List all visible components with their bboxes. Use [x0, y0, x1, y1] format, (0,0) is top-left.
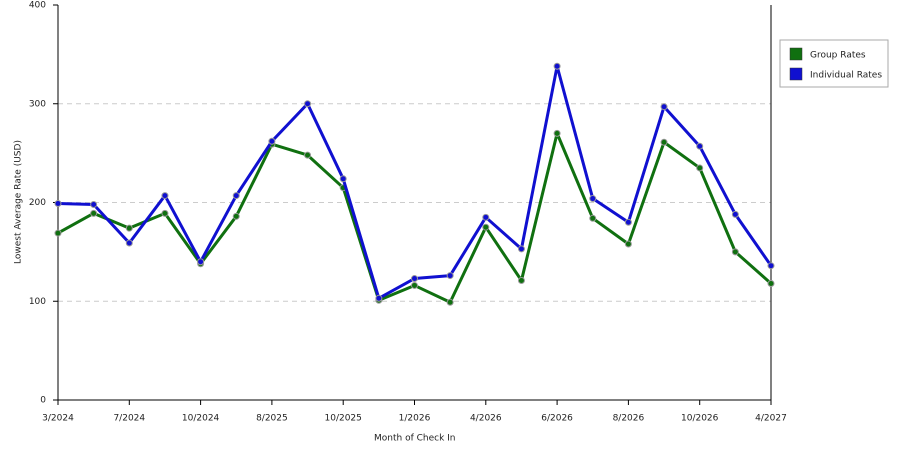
y-axis-label: Lowest Average Rate (USD) [14, 140, 24, 264]
x-tick-label: 7/2024 [113, 414, 145, 424]
point [125, 239, 133, 247]
point [482, 223, 490, 231]
legend-label: Individual Rates [810, 71, 882, 81]
point [339, 175, 347, 183]
y-tick-label: 300 [29, 99, 46, 109]
point [54, 229, 62, 237]
point [54, 199, 62, 207]
x-tick-label: 4/2027 [755, 414, 787, 424]
y-tick-label: 0 [40, 396, 46, 406]
x-tick-label: 6/2026 [541, 414, 573, 424]
point [161, 192, 169, 200]
point [517, 245, 525, 253]
point [304, 151, 312, 159]
x-tick-label: 3/2024 [42, 414, 74, 424]
legend-swatch [789, 47, 803, 61]
x-tick-label: 8/2025 [256, 414, 288, 424]
point [589, 195, 597, 203]
point [90, 209, 98, 217]
point [268, 137, 276, 145]
point [624, 240, 632, 248]
point [482, 213, 490, 221]
point [411, 281, 418, 289]
x-axis-label: Month of Check In [374, 434, 456, 444]
point [553, 62, 561, 70]
x-tick-label: 10/2024 [182, 414, 220, 424]
x-tick-label: 1/2026 [399, 414, 431, 424]
x-tick-label: 10/2026 [681, 414, 719, 424]
point [731, 210, 739, 218]
x-tick-label: 4/2026 [470, 414, 502, 424]
point [232, 212, 240, 220]
point [517, 277, 525, 285]
point [553, 129, 561, 137]
point [232, 192, 240, 200]
series-line [57, 64, 773, 300]
point [304, 100, 312, 108]
point [624, 218, 632, 226]
y-tick-label: 400 [29, 1, 46, 11]
point [767, 262, 775, 270]
point [731, 248, 739, 256]
y-tick-label: 100 [29, 297, 46, 307]
point [446, 298, 454, 306]
point [90, 200, 98, 208]
y-tick-label: 200 [29, 198, 46, 208]
point [161, 209, 169, 217]
x-tick-label: 8/2026 [613, 414, 645, 424]
point [660, 138, 668, 146]
point [696, 142, 704, 150]
point [767, 279, 775, 287]
point [696, 164, 704, 172]
point [125, 224, 133, 232]
legend-label: Group Rates [810, 51, 866, 61]
point [375, 294, 383, 302]
point [446, 272, 454, 280]
legend-swatch [789, 67, 803, 81]
point [660, 103, 668, 111]
point [197, 258, 205, 266]
point [411, 275, 418, 283]
point [589, 214, 597, 222]
x-tick-label: 10/2025 [325, 414, 362, 424]
